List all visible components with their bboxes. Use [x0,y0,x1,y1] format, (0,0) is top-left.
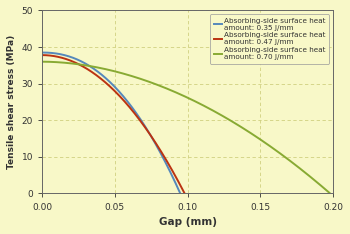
Legend: Absorbing-side surface heat
amount: 0.35 J/mm, Absorbing-side surface heat
amoun: Absorbing-side surface heat amount: 0.35… [210,14,329,64]
Absorbing-side surface heat
amount: 0.70 J/mm: (0.162, 11.3): 0.70 J/mm: (0.162, 11.3) [276,151,280,154]
Y-axis label: Tensile shear stress (MPa): Tensile shear stress (MPa) [7,35,16,169]
Absorbing-side surface heat
amount: 0.47 J/mm: (0.0471, 29.1): 0.47 J/mm: (0.0471, 29.1) [108,86,113,88]
Absorbing-side surface heat
amount: 0.47 J/mm: (0.0583, 24.4): 0.47 J/mm: (0.0583, 24.4) [125,103,129,106]
Absorbing-side surface heat
amount: 0.47 J/mm: (0, 37.8): 0.47 J/mm: (0, 37.8) [40,54,44,56]
Absorbing-side surface heat
amount: 0.70 J/mm: (0.198, 0): 0.70 J/mm: (0.198, 0) [328,192,332,195]
Line: Absorbing-side surface heat
amount: 0.35 J/mm: Absorbing-side surface heat amount: 0.35… [42,53,180,194]
Absorbing-side surface heat
amount: 0.70 J/mm: (0.094, 27.3): 0.70 J/mm: (0.094, 27.3) [177,92,181,95]
Absorbing-side surface heat
amount: 0.35 J/mm: (0.0927, 2.01): 0.35 J/mm: (0.0927, 2.01) [175,185,179,187]
Absorbing-side surface heat
amount: 0.70 J/mm: (0, 36): 0.70 J/mm: (0, 36) [40,60,44,63]
Absorbing-side surface heat
amount: 0.47 J/mm: (0.0956, 1.8): 0.47 J/mm: (0.0956, 1.8) [179,186,183,188]
Absorbing-side surface heat
amount: 0.47 J/mm: (0.0803, 12.4): 0.47 J/mm: (0.0803, 12.4) [157,147,161,150]
Line: Absorbing-side surface heat
amount: 0.47 J/mm: Absorbing-side surface heat amount: 0.47… [42,55,185,194]
Absorbing-side surface heat
amount: 0.35 J/mm: (0.0565, 26.2): 0.35 J/mm: (0.0565, 26.2) [122,96,126,99]
Absorbing-side surface heat
amount: 0.70 J/mm: (0.107, 24.8): 0.70 J/mm: (0.107, 24.8) [196,101,200,104]
Absorbing-side surface heat
amount: 0.47 J/mm: (0.098, 0): 0.47 J/mm: (0.098, 0) [183,192,187,195]
Absorbing-side surface heat
amount: 0.70 J/mm: (0.0952, 27): 0.70 J/mm: (0.0952, 27) [178,93,183,96]
Absorbing-side surface heat
amount: 0.47 J/mm: (0.053, 26.7): 0.47 J/mm: (0.053, 26.7) [117,94,121,97]
Absorbing-side surface heat
amount: 0.47 J/mm: (0.0465, 29.3): 0.47 J/mm: (0.0465, 29.3) [108,85,112,88]
Absorbing-side surface heat
amount: 0.35 J/mm: (0.0451, 31): 0.35 J/mm: (0.0451, 31) [106,79,110,81]
Line: Absorbing-side surface heat
amount: 0.70 J/mm: Absorbing-side surface heat amount: 0.70… [42,62,330,194]
Absorbing-side surface heat
amount: 0.35 J/mm: (0.095, 0): 0.35 J/mm: (0.095, 0) [178,192,182,195]
Absorbing-side surface heat
amount: 0.70 J/mm: (0.193, 1.63): 0.70 J/mm: (0.193, 1.63) [321,186,325,189]
X-axis label: Gap (mm): Gap (mm) [159,217,217,227]
Absorbing-side surface heat
amount: 0.70 J/mm: (0.118, 22.6): 0.70 J/mm: (0.118, 22.6) [211,110,216,112]
Absorbing-side surface heat
amount: 0.35 J/mm: (0.0514, 28.5): 0.35 J/mm: (0.0514, 28.5) [115,88,119,90]
Absorbing-side surface heat
amount: 0.35 J/mm: (0, 38.5): 0.35 J/mm: (0, 38.5) [40,51,44,54]
Absorbing-side surface heat
amount: 0.35 J/mm: (0.0779, 13.6): 0.35 J/mm: (0.0779, 13.6) [153,142,158,145]
Absorbing-side surface heat
amount: 0.35 J/mm: (0.0457, 30.8): 0.35 J/mm: (0.0457, 30.8) [106,79,111,82]
